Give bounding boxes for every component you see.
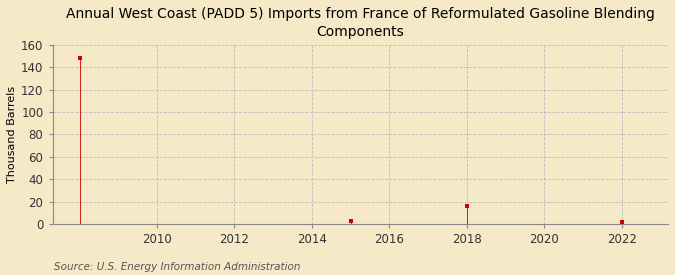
Point [74,56,85,60]
Point [616,219,627,224]
Text: Source: U.S. Energy Information Administration: Source: U.S. Energy Information Administ… [54,262,300,272]
Point [461,204,472,208]
Title: Annual West Coast (PADD 5) Imports from France of Reformulated Gasoline Blending: Annual West Coast (PADD 5) Imports from … [66,7,655,39]
Y-axis label: Thousand Barrels: Thousand Barrels [7,86,17,183]
Point [345,218,356,223]
